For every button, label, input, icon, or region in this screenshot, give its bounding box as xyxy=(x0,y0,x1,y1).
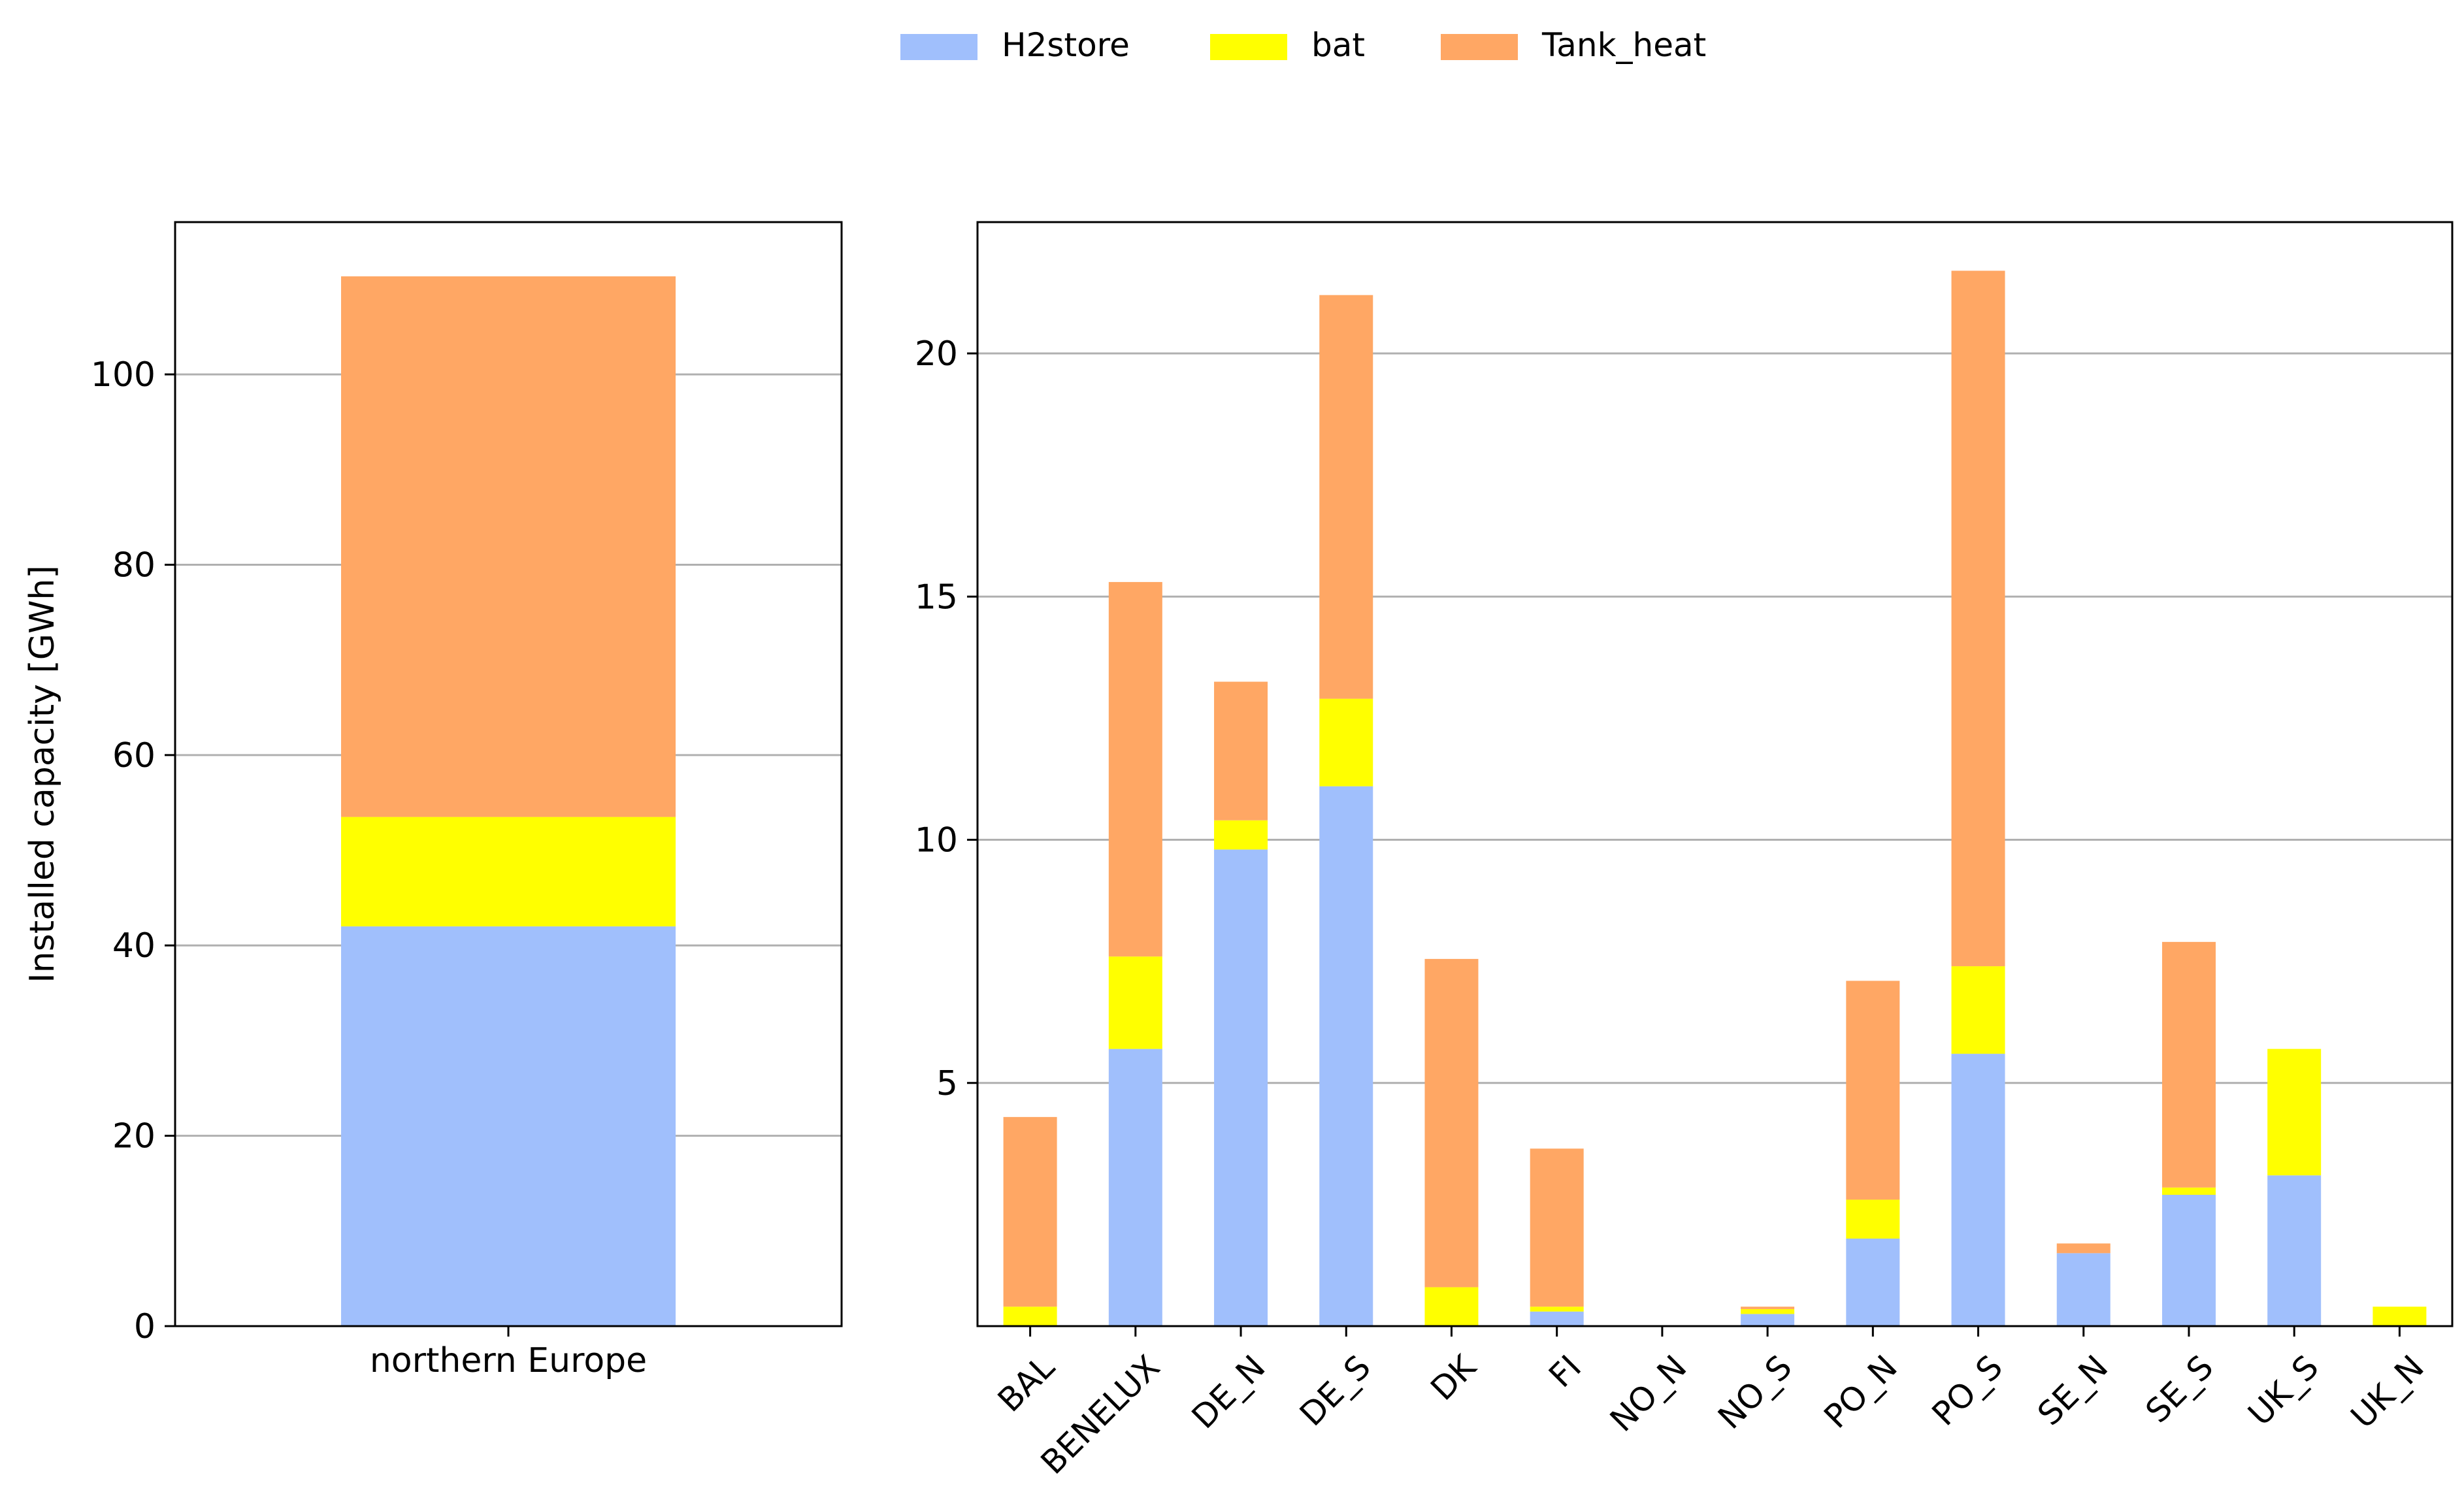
bar-uk-n-bat xyxy=(2373,1307,2427,1326)
legend-label-tank-heat: Tank_heat xyxy=(1541,26,1706,64)
x-tick-label-uk-s: UK_S xyxy=(2241,1348,2325,1433)
bar-no-s-h2store xyxy=(1741,1314,1795,1326)
bar-fi-bat xyxy=(1530,1307,1584,1312)
x-tick-label-de-n: DE_N xyxy=(1185,1348,1273,1436)
bar-uk-s-bat xyxy=(2267,1048,2322,1176)
y-tick-label: 100 xyxy=(91,355,156,395)
legend-swatch-tank-heat xyxy=(1441,34,1518,60)
legend-label-h2store: H2store xyxy=(1002,26,1130,64)
bar-se-s-bat xyxy=(2161,1187,2216,1195)
bar-de-s-bat xyxy=(1319,698,1373,787)
y-tick-label: 15 xyxy=(915,577,958,617)
y-tick-label: 20 xyxy=(112,1117,156,1156)
x-tick-label-no-s: NO_S xyxy=(1711,1348,1799,1436)
x-tick-label-se-s: SE_S xyxy=(2139,1348,2221,1430)
x-tick-label-bal: BAL xyxy=(991,1348,1062,1419)
x-tick-label-se-n: SE_N xyxy=(2030,1348,2115,1433)
bar-northern-europe-tank-heat xyxy=(341,276,676,817)
y-axis-label: Installed capacity [GWh] xyxy=(23,565,62,983)
y-tick-label: 80 xyxy=(112,545,156,585)
y-tick-label: 5 xyxy=(936,1064,958,1103)
bar-po-n-tank-heat xyxy=(1846,981,1900,1200)
bar-de-n-bat xyxy=(1214,820,1268,850)
bar-po-s-tank-heat xyxy=(1951,270,2005,967)
bar-no-s-bat xyxy=(1741,1308,1795,1314)
x-tick-label-uk-n: UK_N xyxy=(2344,1348,2431,1435)
bar-po-n-h2store xyxy=(1846,1238,1900,1326)
x-tick-label-po-s: PO_S xyxy=(1925,1348,2010,1433)
bar-northern-europe-h2store xyxy=(341,926,676,1326)
legend: H2store bat Tank_heat xyxy=(900,26,1706,64)
bar-benelux-bat xyxy=(1108,956,1162,1049)
x-tick-label-northern-europe: northern Europe xyxy=(370,1341,647,1380)
bar-bal-bat xyxy=(1003,1307,1057,1326)
bar-de-s-tank-heat xyxy=(1319,295,1373,699)
bar-se-s-tank-heat xyxy=(2161,941,2216,1188)
bar-po-n-bat xyxy=(1846,1199,1900,1239)
bar-po-s-bat xyxy=(1951,966,2005,1054)
plot-frame xyxy=(976,221,2454,1327)
bar-dk-bat xyxy=(1424,1287,1479,1326)
x-tick-label-dk: DK xyxy=(1424,1348,1484,1408)
bar-po-s-h2store xyxy=(1951,1054,2005,1326)
y-tick-label: 0 xyxy=(134,1307,156,1346)
y-tick-label: 40 xyxy=(112,926,156,966)
bar-benelux-h2store xyxy=(1108,1048,1162,1326)
legend-swatch-h2store xyxy=(900,34,977,60)
plot-frame xyxy=(174,221,843,1327)
x-tick-label-fi: FI xyxy=(1541,1348,1588,1395)
bar-se-n-tank-heat xyxy=(2056,1243,2111,1254)
bar-de-n-h2store xyxy=(1214,849,1268,1326)
legend-label-bat: bat xyxy=(1311,26,1365,64)
y-tick-label: 60 xyxy=(112,736,156,775)
bar-se-s-h2store xyxy=(2161,1194,2216,1326)
bar-de-s-h2store xyxy=(1319,786,1373,1326)
bar-uk-s-h2store xyxy=(2267,1175,2322,1326)
bar-fi-h2store xyxy=(1530,1311,1584,1326)
bar-fi-tank-heat xyxy=(1530,1148,1584,1307)
bar-dk-tank-heat xyxy=(1424,958,1479,1288)
bar-no-s-tank-heat xyxy=(1741,1307,1795,1309)
y-tick-label: 10 xyxy=(915,821,958,860)
y-tick-label: 20 xyxy=(915,334,958,374)
x-tick-label-no-n: NO_N xyxy=(1603,1348,1694,1438)
bar-de-n-tank-heat xyxy=(1214,681,1268,820)
x-tick-label-de-s: DE_S xyxy=(1292,1348,1378,1433)
bar-se-n-h2store xyxy=(2056,1253,2111,1326)
bar-bal-tank-heat xyxy=(1003,1116,1057,1307)
bar-northern-europe-bat xyxy=(341,817,676,927)
x-tick-label-po-n: PO_N xyxy=(1817,1348,1905,1435)
bar-benelux-tank-heat xyxy=(1108,581,1162,957)
legend-swatch-bat xyxy=(1210,34,1287,60)
panel-northern-europe: northern Europe 0 20 40 60 80 100 Installed cap… xyxy=(23,221,843,1380)
